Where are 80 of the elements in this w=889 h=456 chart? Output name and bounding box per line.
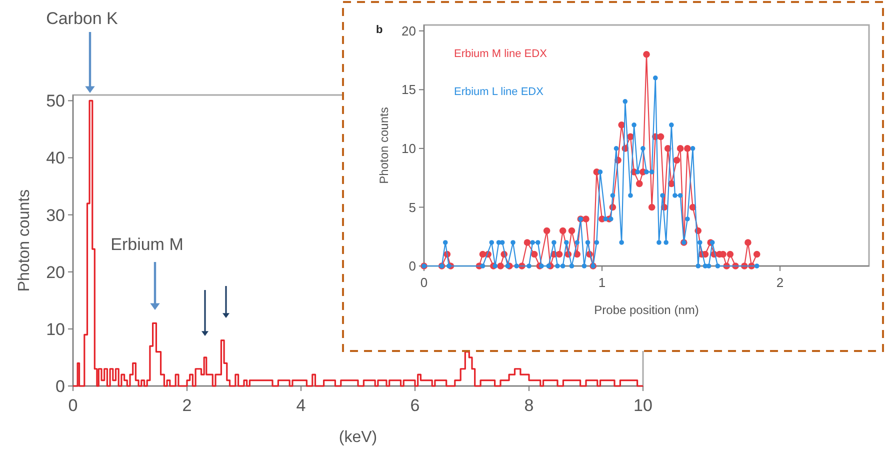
y-axis-title: Photon counts bbox=[377, 107, 391, 184]
text: Erbium L line EDX bbox=[454, 86, 544, 98]
y-tick-label: 5 bbox=[408, 200, 416, 215]
y-tick-label: 30 bbox=[46, 206, 65, 225]
point bbox=[640, 146, 646, 151]
point bbox=[582, 264, 587, 268]
y-tick-label: 20 bbox=[46, 262, 65, 282]
point bbox=[669, 122, 674, 128]
x-axis-title: (keV) bbox=[338, 429, 378, 446]
point bbox=[754, 264, 760, 268]
point bbox=[510, 240, 516, 245]
point bbox=[603, 216, 608, 222]
point bbox=[628, 193, 633, 198]
x-tick-label: 0 bbox=[68, 396, 78, 415]
point bbox=[672, 193, 678, 198]
point bbox=[530, 240, 535, 245]
x-tick-label: 2 bbox=[182, 396, 192, 415]
y-tick-label: 15 bbox=[402, 82, 416, 98]
point bbox=[585, 240, 590, 245]
point bbox=[660, 193, 665, 198]
y-tick-label: 40 bbox=[46, 148, 65, 168]
y-tick-label: 0 bbox=[56, 376, 65, 396]
point bbox=[500, 240, 505, 245]
y-axis-title: Photon counts bbox=[16, 189, 33, 292]
x-tick-label: 0 bbox=[420, 275, 428, 290]
point bbox=[598, 170, 603, 174]
point bbox=[678, 193, 683, 198]
point bbox=[690, 146, 696, 151]
point bbox=[622, 99, 628, 104]
y-tick-label: 10 bbox=[402, 140, 416, 156]
point bbox=[635, 170, 640, 174]
x-axis-title: Probe position (nm) bbox=[594, 303, 699, 317]
point bbox=[546, 264, 551, 268]
x-tick-label: 6 bbox=[410, 396, 420, 415]
point bbox=[569, 264, 574, 268]
point bbox=[644, 170, 649, 174]
x-tick-label: 10 bbox=[634, 396, 652, 415]
point bbox=[555, 264, 560, 268]
point bbox=[619, 240, 624, 245]
point bbox=[608, 216, 614, 222]
point bbox=[653, 76, 658, 80]
x-tick-label: 2 bbox=[776, 275, 784, 290]
x-tick-label: 4 bbox=[296, 396, 306, 415]
point bbox=[574, 240, 580, 245]
text: Carbon K bbox=[46, 9, 119, 28]
point bbox=[664, 240, 668, 245]
point bbox=[698, 240, 702, 245]
point bbox=[610, 193, 616, 198]
point bbox=[480, 264, 486, 268]
point bbox=[710, 240, 715, 245]
y-tick-label: 20 bbox=[402, 23, 416, 38]
point bbox=[706, 264, 712, 268]
y-tick-label: 10 bbox=[46, 320, 65, 339]
annotation: Erbium M bbox=[110, 235, 184, 254]
point bbox=[696, 264, 701, 268]
point bbox=[594, 240, 600, 245]
point bbox=[492, 264, 498, 268]
point bbox=[685, 216, 690, 222]
point bbox=[632, 122, 636, 128]
y-tick-label: 0 bbox=[408, 258, 416, 274]
x-tick-label: 1 bbox=[598, 275, 606, 290]
y-tick-label: 50 bbox=[46, 92, 65, 111]
point bbox=[560, 264, 566, 268]
point bbox=[715, 264, 720, 268]
point bbox=[552, 240, 556, 245]
point bbox=[649, 170, 654, 174]
point bbox=[489, 240, 494, 245]
text: Erbium M line EDX bbox=[454, 48, 548, 60]
point bbox=[505, 264, 510, 268]
point bbox=[564, 240, 569, 245]
point bbox=[539, 264, 544, 268]
x-tick-label: 8 bbox=[524, 396, 534, 415]
point bbox=[526, 264, 532, 268]
text: b bbox=[376, 24, 383, 36]
point bbox=[656, 240, 662, 245]
point bbox=[536, 240, 540, 245]
point bbox=[446, 264, 452, 268]
point bbox=[514, 264, 519, 268]
point bbox=[442, 240, 448, 245]
point bbox=[614, 146, 619, 151]
